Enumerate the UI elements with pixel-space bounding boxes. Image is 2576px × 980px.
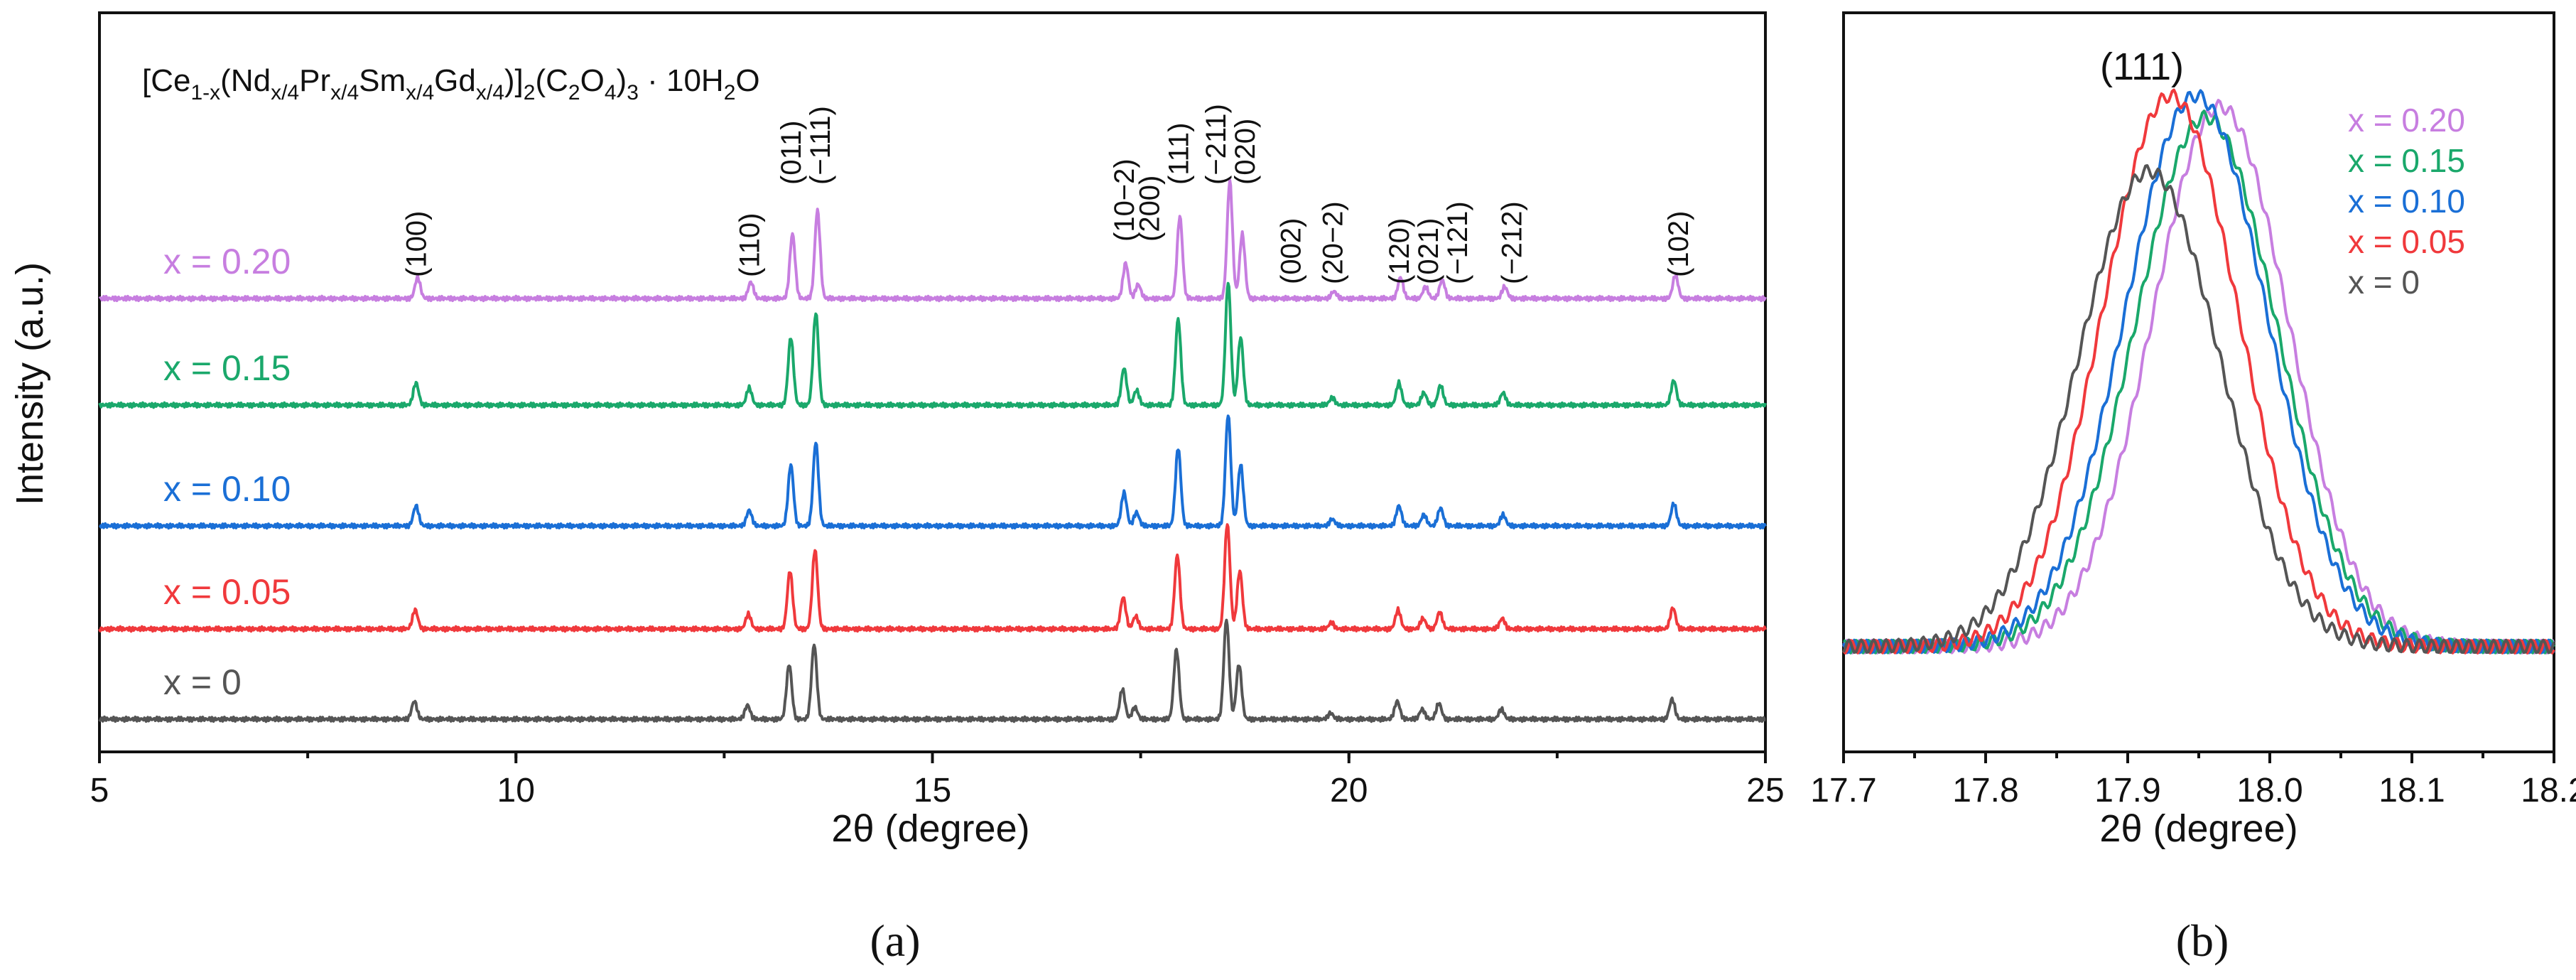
reflection-label: (−212) [1496, 201, 1527, 284]
formula-segment: [Ce [142, 63, 190, 98]
xrd-trace-1 [98, 281, 1767, 409]
formula-subscript: 3 [627, 81, 639, 104]
x-tick-label: 15 [914, 772, 951, 809]
formula-subscript: x/4 [330, 81, 359, 104]
reflection-label: (200) [1134, 176, 1165, 242]
reflection-label: (002) [1276, 218, 1307, 284]
formula-subscript: 2 [568, 81, 580, 104]
formula-subscript: 2 [724, 81, 736, 104]
xrd-trace-2 [99, 414, 1767, 530]
x-tick-label: 5 [90, 772, 109, 809]
x-tick-label: 17.7 [1810, 772, 1876, 809]
reflection-label: (−211) [1201, 104, 1232, 185]
panel-a-x-axis-title: 2θ (degree) [831, 807, 1029, 850]
formula-segment: Gd [434, 63, 476, 98]
legend-item: x = 0.20 [2348, 102, 2465, 139]
peak-trace-3 [1842, 88, 2555, 655]
series-label: x = 0.05 [163, 572, 291, 612]
reflection-label: (111) [1163, 123, 1194, 185]
formula-segment: O [735, 63, 759, 98]
series-label: x = 0 [163, 662, 242, 702]
legend-item: x = 0 [2348, 264, 2420, 301]
formula-segment: Sm [359, 63, 406, 98]
reflection-label: (011) [776, 121, 807, 185]
x-tick-label: 18.2 [2521, 772, 2576, 809]
xrd-trace-0 [98, 178, 1767, 303]
panel-a-x-ticks: 5 10 15 20 25 [90, 752, 1785, 809]
panel-a-series-labels: x = 0.20 x = 0.15 x = 0.10 x = 0.05 x = 0 [163, 242, 291, 702]
formula-subscript: x/4 [406, 81, 434, 104]
formula-segment: (C [535, 63, 568, 98]
legend-item: x = 0.10 [2348, 183, 2465, 220]
legend-item: x = 0.05 [2348, 223, 2465, 260]
formula-segment: )] [504, 63, 524, 98]
x-tick-label: 17.8 [1952, 772, 2018, 809]
formula-subscript: x/4 [476, 81, 504, 104]
panel-b-legend: x = 0.20x = 0.15 x = 0.10x = 0.05 x = 0 [2348, 102, 2465, 301]
series-label: x = 0.15 [163, 348, 291, 388]
panel-a-chart: [Ce1-x(Ndx/4Prx/4Smx/4Gdx/4)]2(C2O4)3 · … [9, 11, 1785, 966]
formula-segment: ) [617, 63, 627, 98]
panel-a-frame [98, 11, 1767, 753]
reflection-label: (−121) [1442, 201, 1473, 284]
panel-b-x-ticks: 17.7 17.8 17.9 18.0 18.1 18.2 [1810, 752, 2576, 809]
formula-subscript: 1-x [190, 81, 220, 104]
formula-segment: · 10H [639, 63, 724, 98]
panel-b-title: (111) [2100, 45, 2184, 88]
x-tick-label: 20 [1330, 772, 1368, 809]
reflection-label: (120) [1384, 218, 1415, 284]
panel-b-x-axis-title: 2θ (degree) [2099, 807, 2298, 850]
reflection-label: (021) [1413, 218, 1444, 284]
reflection-label: (20−2) [1317, 201, 1348, 284]
compound-formula: [Ce1-x(Ndx/4Prx/4Smx/4Gdx/4)]2(C2O4)3 · … [142, 63, 760, 104]
x-tick-label: 25 [1746, 772, 1784, 809]
formula-subscript: x/4 [271, 81, 299, 104]
reflection-label: (−111) [805, 106, 836, 185]
reflection-labels: (100) (110)(011)(−111)(10−2)(200)(111) (−2… [401, 104, 1694, 284]
panel-a-y-axis-title: Intensity (a.u.) [9, 262, 51, 505]
x-tick-label: 18.0 [2236, 772, 2302, 809]
series-label: x = 0.20 [163, 242, 291, 281]
panel-a-label: (a) [870, 915, 920, 966]
reflection-label: (020) [1230, 119, 1261, 185]
reflection-label: (110) [735, 213, 766, 277]
formula-segment: O [580, 63, 605, 98]
reflection-label: (100) [401, 211, 433, 277]
panel-b-label: (b) [2176, 915, 2229, 966]
xrd-trace-4 [98, 618, 1766, 723]
legend-item: x = 0.15 [2348, 142, 2465, 179]
xrd-trace-3 [98, 523, 1767, 633]
peak-trace-4 [1842, 164, 2555, 655]
x-tick-label: 18.1 [2379, 772, 2445, 809]
series-label: x = 0.10 [163, 469, 291, 509]
panel-a-traces [98, 178, 1767, 723]
formula-segment: Pr [299, 63, 330, 98]
formula-segment: (Nd [220, 63, 271, 98]
x-tick-label: 10 [497, 772, 535, 809]
formula-subscript: 2 [524, 81, 536, 104]
reflection-label: (102) [1663, 211, 1694, 277]
formula-text: [Ce1-x(Ndx/4Prx/4Smx/4Gdx/4)]2(C2O4)3 · … [142, 63, 760, 104]
x-tick-label: 17.9 [2094, 772, 2160, 809]
panel-b-chart: (111) x = 0.20x = 0.15x = 0.10x = 0.05x … [1810, 11, 2576, 966]
formula-subscript: 4 [605, 81, 617, 104]
panel-b-traces [1842, 88, 2555, 655]
reflection-label: (10−2) [1109, 158, 1140, 242]
